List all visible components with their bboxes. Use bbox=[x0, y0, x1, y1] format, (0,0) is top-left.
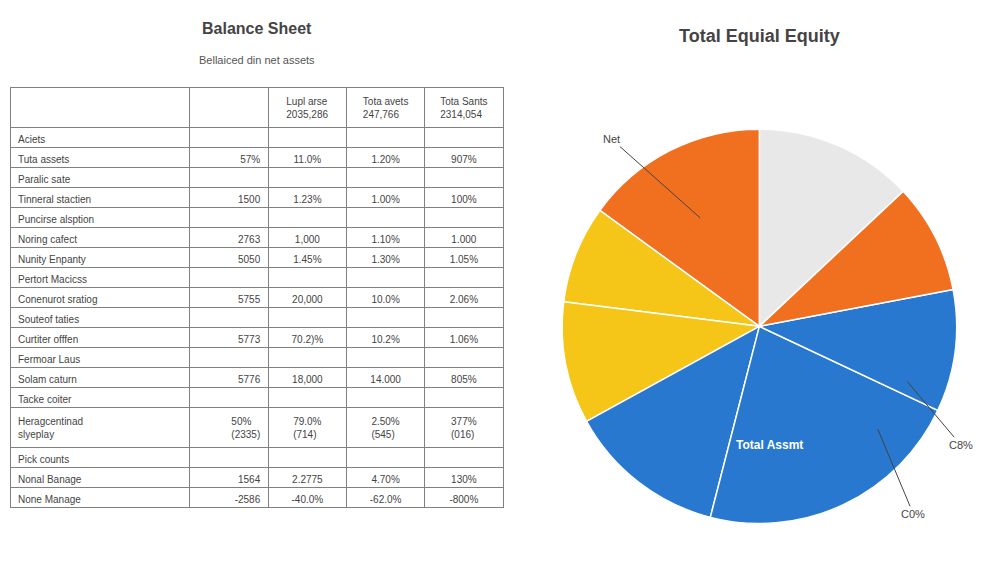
svg-text:Tota avets247,766: Tota avets247,766 bbox=[363, 96, 409, 120]
svg-text:2763: 2763 bbox=[238, 234, 261, 245]
svg-text:79.0%(714): 79.0%(714) bbox=[293, 416, 321, 440]
svg-text:Tacke coiter: Tacke coiter bbox=[18, 394, 72, 405]
svg-text:57%: 57% bbox=[240, 154, 260, 165]
svg-text:Total Equial Equity: Total Equial Equity bbox=[679, 26, 840, 46]
svg-text:1.10%: 1.10% bbox=[371, 234, 399, 245]
svg-text:Souteof taties: Souteof taties bbox=[18, 314, 79, 325]
svg-text:377%(016): 377%(016) bbox=[451, 416, 477, 440]
svg-text:1.20%: 1.20% bbox=[371, 154, 399, 165]
svg-text:1,000: 1,000 bbox=[295, 234, 320, 245]
svg-text:1.45%: 1.45% bbox=[293, 254, 321, 265]
svg-text:Puncirse alsption: Puncirse alsption bbox=[18, 214, 94, 225]
svg-text:Total Assmt: Total Assmt bbox=[736, 438, 803, 452]
svg-text:Noring cafect: Noring cafect bbox=[18, 234, 77, 245]
svg-text:1.06%: 1.06% bbox=[450, 334, 478, 345]
svg-text:4.70%: 4.70% bbox=[371, 474, 399, 485]
svg-text:-2586: -2586 bbox=[235, 494, 261, 505]
svg-text:Nonal Banage: Nonal Banage bbox=[18, 474, 82, 485]
svg-text:Conenurot sratiog: Conenurot sratiog bbox=[18, 294, 98, 305]
svg-text:Tinneral stactien: Tinneral stactien bbox=[18, 194, 91, 205]
svg-text:Paralic sate: Paralic sate bbox=[18, 174, 71, 185]
svg-text:20,000: 20,000 bbox=[292, 294, 323, 305]
svg-text:907%: 907% bbox=[451, 154, 477, 165]
svg-text:Tota Sants2314,054: Tota Sants2314,054 bbox=[440, 96, 487, 120]
svg-text:-62.0%: -62.0% bbox=[370, 494, 402, 505]
svg-text:10.2%: 10.2% bbox=[371, 334, 399, 345]
svg-text:Tuta assets: Tuta assets bbox=[18, 154, 69, 165]
svg-text:1.30%: 1.30% bbox=[371, 254, 399, 265]
svg-text:5773: 5773 bbox=[238, 334, 261, 345]
svg-text:1.23%: 1.23% bbox=[293, 194, 321, 205]
svg-text:50%(2335): 50%(2335) bbox=[231, 416, 260, 440]
svg-text:2.06%: 2.06% bbox=[450, 294, 478, 305]
svg-text:Solam caturn: Solam caturn bbox=[18, 374, 77, 385]
svg-text:10.0%: 10.0% bbox=[371, 294, 399, 305]
svg-text:11.0%: 11.0% bbox=[294, 154, 322, 165]
svg-text:Pick counts: Pick counts bbox=[18, 454, 69, 465]
svg-text:Net: Net bbox=[603, 133, 620, 145]
svg-text:None Manage: None Manage bbox=[18, 494, 81, 505]
svg-text:Lupl arse2035,286: Lupl arse2035,286 bbox=[286, 96, 328, 120]
svg-text:5776: 5776 bbox=[238, 374, 261, 385]
svg-text:Heragcentinadslyeplay: Heragcentinadslyeplay bbox=[18, 416, 83, 440]
svg-text:-40.0%: -40.0% bbox=[292, 494, 324, 505]
svg-text:70.2)%: 70.2)% bbox=[292, 334, 324, 345]
svg-text:1.00%: 1.00% bbox=[371, 194, 399, 205]
svg-text:5050: 5050 bbox=[238, 254, 261, 265]
svg-text:2.50%(545): 2.50%(545) bbox=[371, 416, 399, 440]
svg-text:Curtiter offfen: Curtiter offfen bbox=[18, 334, 78, 345]
svg-text:1500: 1500 bbox=[238, 194, 261, 205]
svg-text:5755: 5755 bbox=[238, 294, 261, 305]
svg-text:14.000: 14.000 bbox=[370, 374, 401, 385]
svg-text:Bellaiced din net assets: Bellaiced din net assets bbox=[199, 54, 315, 66]
svg-text:100%: 100% bbox=[451, 194, 477, 205]
svg-text:Aciets: Aciets bbox=[18, 134, 45, 145]
svg-text:Pertort Macicss: Pertort Macicss bbox=[18, 274, 87, 285]
svg-text:Nunity Enpanty: Nunity Enpanty bbox=[18, 254, 86, 265]
svg-text:1.000: 1.000 bbox=[451, 234, 476, 245]
svg-text:Fermoar Laus: Fermoar Laus bbox=[18, 354, 80, 365]
svg-text:Balance Sheet: Balance Sheet bbox=[202, 20, 312, 37]
svg-text:-800%: -800% bbox=[449, 494, 478, 505]
svg-text:1564: 1564 bbox=[238, 474, 261, 485]
svg-text:18,000: 18,000 bbox=[292, 374, 323, 385]
svg-text:2.2775: 2.2775 bbox=[292, 474, 323, 485]
svg-text:130%: 130% bbox=[451, 474, 477, 485]
svg-text:805%: 805% bbox=[451, 374, 477, 385]
svg-text:C8%: C8% bbox=[949, 439, 973, 451]
svg-text:C0%: C0% bbox=[901, 508, 925, 520]
svg-text:1.05%: 1.05% bbox=[450, 254, 478, 265]
